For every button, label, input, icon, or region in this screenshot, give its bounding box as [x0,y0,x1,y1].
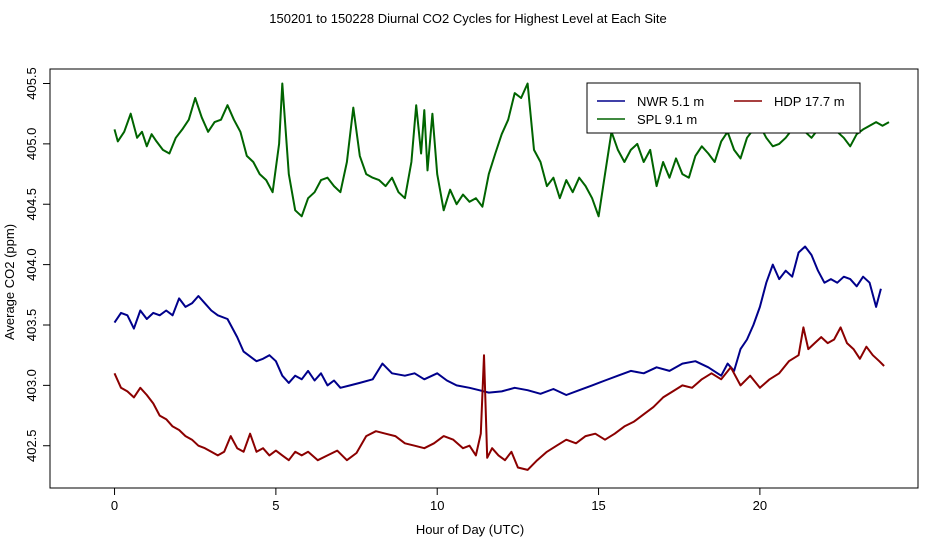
legend: NWR 5.1 m HDP 17.7 m SPL 9.1 m [586,82,861,134]
legend-box [586,82,861,134]
y-tick-label: 402.5 [24,429,39,462]
y-axis-label: Average CO2 (ppm) [2,224,17,340]
legend-label: HDP 17.7 m [774,94,845,109]
y-tick-label: 403.5 [24,309,39,342]
x-tick-label: 20 [753,498,767,513]
legend-label: NWR 5.1 m [637,94,704,109]
y-tick-label: 405.5 [24,67,39,100]
chart-title: 150201 to 150228 Diurnal CO2 Cycles for … [269,11,666,26]
y-axis: 402.5 403.0 403.5 404.0 404.5 405.0 405.5 [24,67,51,462]
x-axis-label: Hour of Day (UTC) [416,522,524,537]
y-tick-label: 405.0 [24,128,39,161]
x-axis: 0 5 10 15 20 [111,487,767,513]
y-tick-label: 403.0 [24,369,39,402]
x-tick-label: 0 [111,498,118,513]
y-tick-label: 404.5 [24,188,39,221]
series-line-0 [113,245,882,396]
x-tick-label: 15 [591,498,605,513]
series-lines [113,82,890,471]
legend-label: SPL 9.1 m [637,112,697,127]
x-tick-label: 5 [272,498,279,513]
x-tick-label: 10 [430,498,444,513]
series-line-1 [113,326,885,471]
y-tick-label: 404.0 [24,248,39,281]
